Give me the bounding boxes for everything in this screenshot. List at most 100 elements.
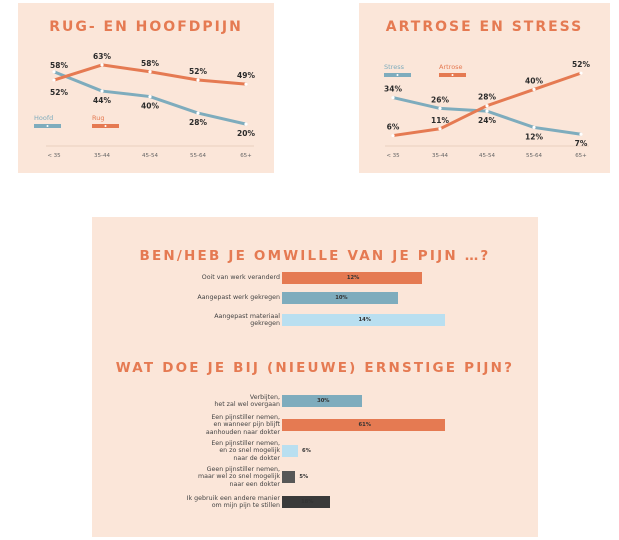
data-label-hoofd: 58%	[50, 61, 68, 70]
bar-category-line: Geen pijnstiller nemen,	[206, 465, 280, 473]
bar	[282, 314, 445, 326]
legend-dot-hoofd	[46, 125, 49, 127]
x-tick-label: < 35	[47, 153, 61, 159]
bar-value-label: 18%	[301, 499, 314, 505]
bar-category-label: Een pijnstiller nemen, en wanneer pijn bl…	[206, 414, 280, 436]
line-chart-rug-hoofdpijn: < 35 35-44 45-54 55-64 65+ 58% 44% 40% 28% 20% Hoo…	[34, 52, 255, 159]
bar-category-label: Ooit van werk veranderd	[202, 274, 280, 281]
bar-category-line: Aangepast werk gekregen	[197, 294, 280, 302]
bar-category-label: Aangepast werk gekregen	[197, 294, 280, 301]
data-point-rug	[148, 70, 152, 74]
data-point-rug	[196, 78, 200, 82]
chart-title-artrose-stress: ARTROSE EN STRESS	[385, 19, 584, 35]
data-label-hoofd: 28%	[189, 118, 207, 127]
x-tick-label: 45-54	[479, 153, 495, 159]
data-point-hoofd	[148, 94, 152, 99]
x-tick-label: 35-44	[432, 153, 448, 159]
legend-dot-artrose	[451, 74, 454, 76]
x-tick-label: 65+	[575, 153, 587, 159]
bar-category-line: naar een dokter	[229, 480, 280, 488]
bar-category-label: Geen pijnstiller nemen, maar wel zo snel …	[198, 466, 280, 488]
data-label-rug: 58%	[141, 59, 159, 68]
bar-category-line: aanhouden naar dokter	[205, 428, 280, 436]
data-label-stress: 7%	[575, 139, 588, 148]
bar-category-line: gekregen	[250, 320, 280, 327]
data-label-artrose: 11%	[431, 116, 449, 125]
bar-category-label: Verbijten, het zal wel overgaan	[214, 394, 280, 409]
bar-category-line: Ik gebruik een andere manier	[186, 494, 280, 502]
data-point-stress	[438, 106, 442, 111]
data-point-hoofd	[100, 89, 104, 93]
bar-category-line: naar de dokter	[233, 454, 280, 462]
legend-dot-rug	[104, 125, 107, 127]
bar-category-label: Een pijnstiller nemen, en zo snel mogelij…	[211, 440, 280, 462]
bar-category-line: om mijn pijn te stillen	[211, 502, 280, 509]
bar-value-label: 12%	[346, 275, 360, 281]
bar-category-line: en wanneer pijn blijft	[213, 421, 280, 429]
data-point-hoofd	[52, 70, 56, 74]
data-label-hoofd: 44%	[93, 96, 111, 105]
data-label-artrose: 40%	[525, 76, 543, 85]
data-label-rug: 49%	[237, 71, 255, 80]
x-tick-label: 35-44	[94, 153, 110, 159]
bar-value-label: 61%	[358, 422, 371, 428]
data-point-rug	[100, 63, 104, 67]
bar	[282, 445, 299, 457]
x-tick-label: 65+	[240, 153, 252, 159]
line-chart-artrose-stress: < 35 35-44 45-54 55-64 65+ 34% 26% 24% 12% 7% Stre…	[384, 60, 590, 159]
chart-title-ernstige-pijn: WAT DOE JE BIJ (NIEUWE) ERNSTIGE PIJN?	[115, 360, 515, 376]
data-point-artrose	[438, 127, 442, 131]
data-point-hoofd	[196, 111, 200, 115]
legend-label-artrose: Artrose	[439, 63, 463, 71]
data-label-hoofd: 40%	[141, 102, 159, 111]
data-label-stress: 24%	[478, 116, 496, 125]
data-point-artrose	[579, 71, 583, 75]
data-point-stress	[391, 95, 395, 100]
data-point-artrose	[485, 104, 489, 108]
data-label-rug: 52%	[189, 67, 207, 76]
pijn-bar-panel: BEN/HEB JE OMWILLE VAN JE PIJN …? WAT DO…	[92, 217, 538, 537]
bar	[282, 419, 445, 431]
data-point-artrose	[391, 133, 395, 138]
x-tick-label: < 35	[386, 153, 400, 159]
x-tick-label: 55-64	[526, 153, 542, 159]
bar-category-label: Ik gebruik een andere manier om mijn pijn…	[187, 495, 280, 510]
bar-value-label: 5%	[299, 474, 309, 480]
bar	[282, 395, 363, 407]
bar-category-line: Verbijten,	[249, 393, 280, 401]
data-label-stress: 34%	[384, 85, 402, 94]
data-label-artrose: 6%	[387, 123, 400, 132]
bar-value-label: 30%	[317, 398, 330, 404]
data-label-artrose: 52%	[572, 60, 590, 69]
bar-category-line: Aangepast materiaal	[214, 312, 280, 320]
chart-title-rug-hoofdpijn: RUG- EN HOOFDPIJN	[49, 19, 243, 35]
data-label-rug: 63%	[93, 52, 111, 61]
bar	[282, 471, 296, 483]
bar-value-label: 14%	[358, 317, 371, 323]
bar-category-line: Een pijnstiller nemen,	[211, 439, 280, 447]
bar-category-line: Ooit van werk veranderd	[201, 274, 280, 282]
chart-title-omwille-pijn: BEN/HEB JE OMWILLE VAN JE PIJN …?	[139, 248, 491, 264]
legend-label-hoofd: Hoofd	[34, 114, 53, 122]
legend-dot-stress	[396, 74, 399, 76]
x-tick-label: 55-64	[190, 153, 206, 159]
legend-label-stress: Stress	[384, 63, 405, 71]
data-point-artrose	[532, 87, 536, 92]
data-point-stress	[532, 125, 536, 130]
bar	[282, 272, 422, 284]
data-point-rug	[52, 78, 56, 82]
data-point-stress	[485, 109, 489, 113]
bar	[282, 292, 399, 304]
artrose-stress-panel: ARTROSE EN STRESS < 35 35-44 45-54 55-64 65+…	[359, 3, 610, 173]
rug-hoofdpijn-panel: RUG- EN HOOFDPIJN < 35 35-44 45-54 55-64 65+…	[18, 3, 274, 173]
bar-category-line: het zal wel overgaan	[214, 401, 280, 408]
data-label-hoofd: 20%	[237, 129, 255, 138]
bar-value-label: 10%	[335, 295, 348, 301]
data-label-artrose: 28%	[478, 93, 496, 102]
bar-value-label: 6%	[302, 448, 311, 454]
data-point-stress	[579, 132, 583, 136]
data-point-hoofd	[244, 122, 248, 126]
bar-category-label: Aangepast materiaal gekregen	[214, 313, 280, 328]
bar-category-line: en zo snel mogelijk	[219, 447, 280, 455]
bar-category-line: maar wel zo snel mogelijk	[197, 473, 280, 481]
